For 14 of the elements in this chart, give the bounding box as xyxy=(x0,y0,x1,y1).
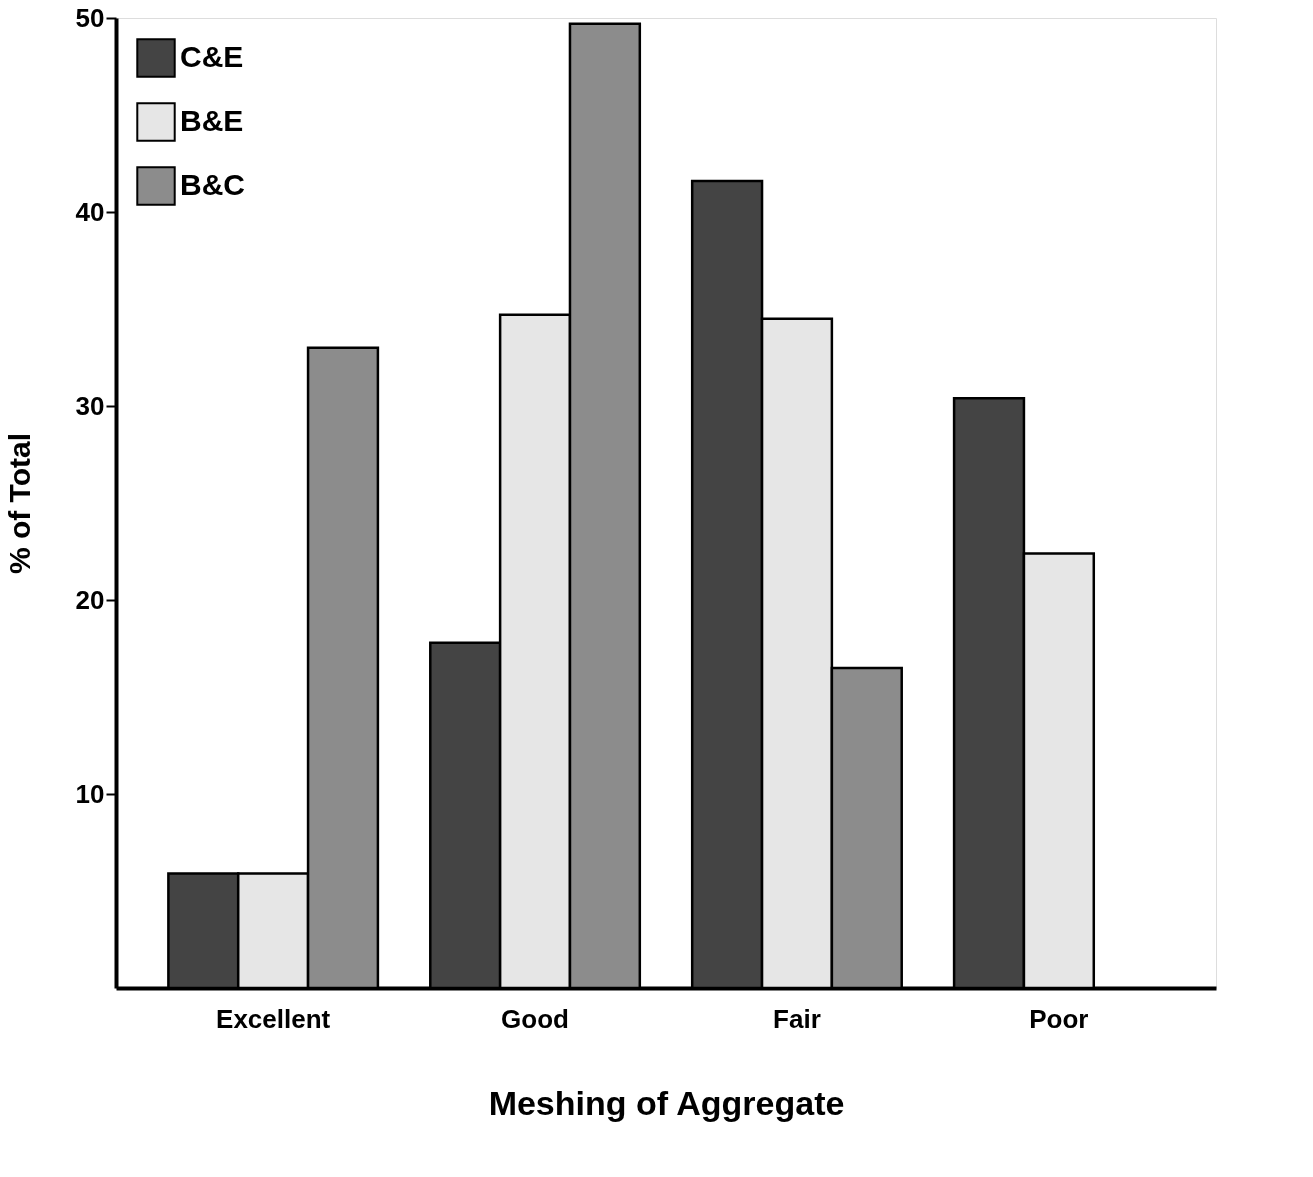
legend-label: B&C xyxy=(180,168,245,201)
legend-label: C&E xyxy=(180,40,244,73)
x-tick-label: Excellent xyxy=(216,1003,331,1034)
y-tick-label: 50 xyxy=(75,2,105,33)
legend-label: B&E xyxy=(180,104,244,137)
y-tick-label: 30 xyxy=(75,390,105,421)
y-axis-title: % of Total xyxy=(2,432,36,575)
y-tick-label: 10 xyxy=(75,778,105,809)
x-axis-title: Meshing of Aggregate xyxy=(488,1083,845,1122)
x-tick-label: Poor xyxy=(1029,1003,1089,1034)
y-tick-label: 40 xyxy=(75,196,105,227)
y-tick-label: 20 xyxy=(75,584,105,615)
x-tick-label: Fair xyxy=(773,1003,821,1034)
x-tick-label: Good xyxy=(501,1003,569,1034)
